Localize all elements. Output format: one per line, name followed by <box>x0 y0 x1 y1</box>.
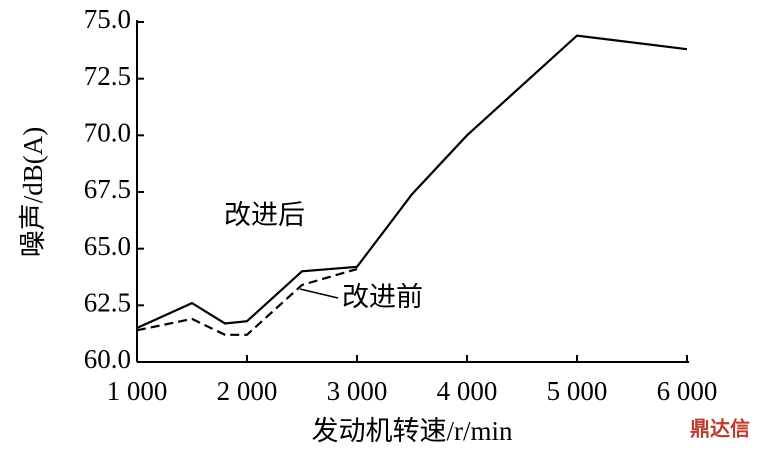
series-label: 改进后 <box>224 200 305 230</box>
x-tick-label: 5 000 <box>547 376 608 406</box>
y-tick-label: 65.0 <box>84 231 131 261</box>
x-tick-label: 3 000 <box>327 376 388 406</box>
x-tick-label: 6 000 <box>657 376 718 406</box>
y-axis-label: 噪声/dB(A) <box>18 127 48 258</box>
watermark: 鼎达信 <box>690 417 750 441</box>
leader-line <box>299 288 339 299</box>
x-axis-label: 发动机转速/r/min <box>312 416 513 446</box>
series-line <box>136 34 688 330</box>
y-tick-label: 72.5 <box>84 61 131 91</box>
y-tick-label: 60.0 <box>84 344 131 374</box>
y-tick-label: 62.5 <box>84 288 131 318</box>
x-tick-label: 2 000 <box>217 376 278 406</box>
series-label: 改进前 <box>342 282 423 312</box>
series-line <box>136 268 358 336</box>
x-tick-label: 1 000 <box>107 376 168 406</box>
y-tick-label: 75.0 <box>84 4 131 34</box>
y-tick-label: 70.0 <box>84 118 131 148</box>
x-tick-label: 4 000 <box>437 376 498 406</box>
y-tick-label: 67.5 <box>84 174 131 204</box>
